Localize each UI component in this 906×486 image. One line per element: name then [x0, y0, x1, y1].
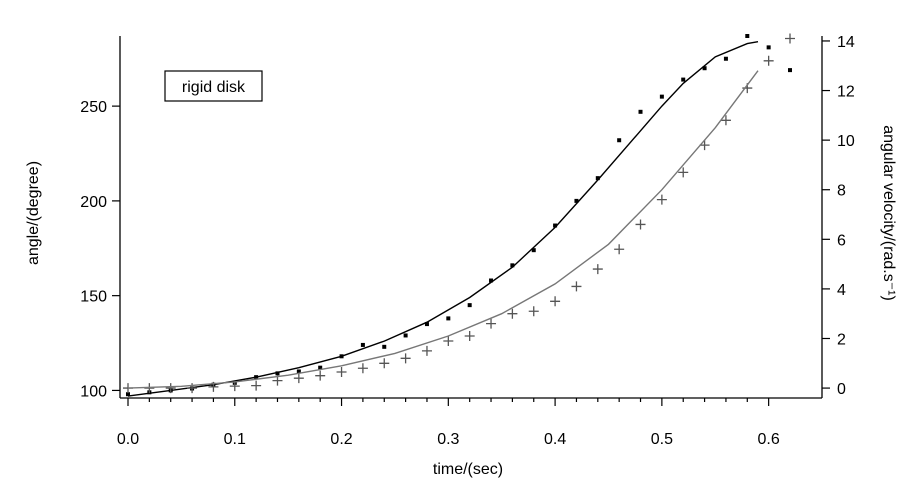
y2-tick-label: 0: [837, 381, 846, 398]
series-2-point: [528, 306, 539, 317]
series-2-point: [165, 383, 176, 394]
series-group: [123, 33, 795, 397]
series-2-point: [443, 335, 454, 346]
series-2-point: [785, 33, 795, 44]
series-2-point: [720, 115, 731, 126]
series-0-point: [403, 333, 408, 338]
series-2-point: [571, 281, 582, 292]
series-0-point: [510, 263, 515, 268]
y-tick-label: 250: [80, 99, 107, 116]
series-0-point: [788, 68, 792, 73]
series-0-point: [318, 365, 323, 370]
series-0-point: [424, 322, 429, 327]
bottom-axis-group: 0.0 0.1 0.2 0.3 0.4 0.5 0.6: [117, 397, 822, 448]
y2-tick-label: 4: [837, 282, 846, 299]
series-2-point: [678, 167, 689, 178]
series-0-point: [360, 342, 365, 347]
annotation-box: rigid disk: [164, 70, 263, 102]
x-tick-label: 0.3: [437, 431, 459, 448]
left-axis-group: 100 150 200 250: [80, 36, 121, 400]
series-2-point: [421, 345, 432, 356]
series-0-point: [531, 248, 536, 253]
y2-tick-label: 14: [837, 34, 855, 51]
series-0-point: [745, 34, 750, 38]
series-2-point: [486, 318, 497, 329]
y-tick-label: 150: [80, 289, 107, 306]
series-2-point: [336, 366, 347, 377]
y2-tick-label: 10: [837, 133, 855, 150]
series-2-point: [507, 308, 518, 319]
series-2-point: [763, 55, 774, 66]
annotation-label: rigid disk: [182, 79, 246, 96]
series-2-point: [592, 264, 603, 275]
x-axis-title: time/(sec): [433, 461, 503, 478]
y2-axis-title: angular velocity/(rad.s⁻¹): [880, 125, 897, 301]
series-2-point: [315, 370, 326, 381]
x-tick-label: 0.2: [330, 431, 352, 448]
series-0-point: [126, 392, 130, 397]
series-0-point: [446, 316, 451, 321]
y-tick-label: 100: [80, 383, 107, 400]
y-tick-label: 200: [80, 194, 107, 211]
series-2-point: [357, 363, 368, 374]
series-0-point: [489, 278, 494, 283]
x-tick-label: 0.1: [224, 431, 246, 448]
x-tick-label: 0.4: [544, 431, 566, 448]
y2-tick-label: 6: [837, 232, 846, 249]
series-0-point: [723, 56, 728, 61]
series-2-point: [635, 219, 646, 230]
series-2-point: [464, 331, 475, 342]
x-tick-label: 0.5: [651, 431, 673, 448]
series-2-point: [379, 358, 390, 369]
y-axis-title: angle/(degree): [25, 161, 42, 265]
right-axis-group: 0 2 4 6 8 10 12 14: [821, 34, 855, 398]
series-0-point: [275, 371, 280, 376]
series-0-point: [659, 94, 664, 99]
x-tick-label: 0.6: [758, 431, 780, 448]
series-0-point: [595, 176, 600, 181]
series-2-point: [251, 380, 262, 391]
series-2-point: [699, 140, 710, 151]
series-2-point: [614, 244, 625, 255]
series-0-point: [638, 109, 643, 114]
series-0-point: [681, 77, 686, 82]
series-2-point: [550, 296, 561, 307]
series-0-point: [766, 45, 771, 50]
series-2-point: [400, 353, 411, 364]
y2-tick-label: 8: [837, 183, 846, 200]
series-0-point: [467, 303, 472, 308]
y2-tick-label: 12: [837, 84, 855, 101]
series-0-point: [382, 344, 387, 349]
series-2-point: [272, 375, 283, 386]
series-3-line: [127, 70, 759, 389]
y2-tick-label: 2: [837, 331, 846, 348]
series-2-point: [293, 373, 304, 384]
series-0-point: [296, 369, 301, 374]
series-0-point: [702, 66, 707, 71]
series-1-line: [127, 41, 759, 397]
x-tick-label: 0.0: [117, 431, 139, 448]
series-0-point: [574, 198, 579, 203]
series-0-point: [553, 223, 558, 228]
series-2-point: [656, 194, 667, 205]
series-0-point: [617, 138, 622, 143]
series-2-point: [229, 381, 240, 392]
